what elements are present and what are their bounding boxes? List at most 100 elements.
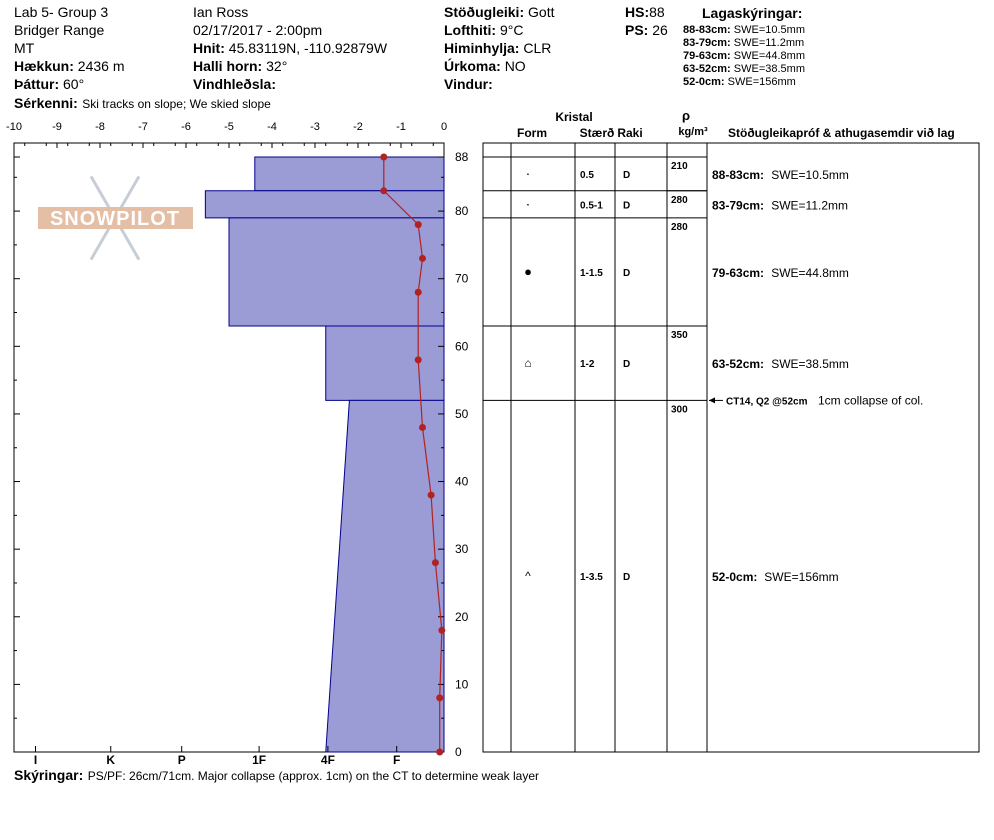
crystal-size: 1-3.5 [580, 572, 603, 583]
features: Sérkenni: Ski tracks on slope; We skied … [14, 96, 271, 112]
moisture-value: D [623, 572, 630, 583]
layer-note-value: SWE=44.8mm [771, 266, 849, 280]
elevation-label: Hækkun: [14, 58, 74, 74]
stability: Stöðugleiki: Gott [444, 5, 554, 19]
notes: Skýringar: PS/PF: 26cm/71cm. Major colla… [14, 768, 539, 784]
legend-swe: SWE=156mm [727, 76, 796, 88]
temp-tick-label: -4 [267, 121, 277, 133]
temp-tick-label: -5 [224, 121, 234, 133]
temperature-point [427, 491, 435, 499]
crystal-size: 1-1.5 [580, 268, 603, 279]
legend-swe: SWE=10.5mm [733, 24, 805, 36]
density-value: 280 [671, 195, 688, 206]
temperature-point [380, 187, 388, 195]
hardness-tick-label: F [393, 753, 400, 767]
slope-label: Halli horn: [193, 58, 263, 74]
height-tick-label: 88 [455, 150, 469, 164]
temp-tick-label: -8 [95, 121, 105, 133]
density-value: 350 [671, 330, 688, 341]
layer-note-value: SWE=38.5mm [771, 357, 849, 371]
table-frame [482, 142, 980, 753]
observer-name: Ian Ross [193, 4, 249, 20]
wind-loading: Vindhleðsla: [193, 77, 276, 91]
header-density-unit: kg/m³ [678, 126, 708, 138]
crystal-size: 0.5 [580, 170, 594, 181]
temperature-point [419, 254, 426, 262]
height-tick-label: 40 [455, 475, 469, 489]
height-tick-label: 30 [455, 542, 469, 556]
slope-value: 32° [266, 58, 288, 74]
aspect-value: 60° [63, 76, 85, 92]
temperature-point [436, 694, 444, 702]
height-tick-label: 10 [455, 677, 469, 691]
crystal-form-glyph: · [526, 195, 531, 211]
crystal-form-glyph: ⌂ [524, 356, 531, 370]
height-tick-label: 50 [455, 407, 469, 421]
header-form: Form [517, 126, 547, 140]
stability-test-label: CT14, Q2 @52cm [726, 396, 808, 407]
features-label: Sérkenni: [14, 95, 78, 111]
height-tick-label: 60 [455, 339, 469, 353]
layer-note-label: 88-83cm: [712, 168, 764, 182]
notes-value: PS/PF: 26cm/71cm. Major collapse (approx… [87, 769, 539, 783]
legend-range: 63-52cm: [683, 63, 731, 75]
header-stability: Stöðugleikapróf & athugasemdir við lag [728, 126, 955, 140]
moisture-value: D [623, 359, 630, 370]
hs-label: HS: [625, 4, 650, 20]
hardness-layer-1 [204, 190, 445, 219]
legend-range: 88-83cm: [683, 24, 731, 36]
density-value: 280 [671, 222, 688, 233]
hardness-tick-label: I [34, 753, 37, 767]
legend-row: 63-52cm: SWE=38.5mm [683, 64, 805, 75]
aspect-label: Þáttur: [14, 76, 60, 92]
hardness-tick-label: P [178, 753, 186, 767]
height-tick-label: 80 [455, 204, 469, 218]
coords-value: 45.83119N, -110.92879W [228, 40, 388, 56]
hardness-tick-label: 1F [252, 753, 266, 767]
hardness-layer-3 [325, 325, 445, 401]
wind-loading-label: Vindhleðsla: [193, 76, 276, 92]
range-name: Bridger Range [14, 22, 105, 38]
legend-title: Lagaskýringar: [702, 5, 803, 21]
stability-label: Stöðugleiki: [444, 4, 525, 20]
temp-tick-label: -10 [6, 121, 22, 133]
crystal-form-glyph: ^ [525, 569, 531, 583]
state-name: MT [14, 40, 35, 56]
crystal-size: 0.5-1 [580, 200, 603, 211]
legend-row: 88-83cm: SWE=10.5mm [683, 25, 805, 36]
hardness-layer-0 [254, 156, 445, 192]
air-temp: Lofthiti: 9°C [444, 23, 523, 37]
snowpilot-logo: SNOWPILOT [38, 175, 193, 261]
airtemp-label: Lofthiti: [444, 22, 497, 38]
ps: PS: 26 [625, 23, 668, 37]
ps-label: PS: [625, 22, 649, 38]
layer-note-label: 79-63cm: [712, 266, 764, 280]
temperature-point [438, 626, 446, 634]
legend-row: 52-0cm: SWE=156mm [683, 77, 796, 88]
observation-datetime: 02/17/2017 - 2:00pm [193, 22, 323, 38]
legend-swe: SWE=11.2mm [733, 37, 805, 49]
airtemp-value: 9°C [499, 22, 524, 38]
location-name: Lab 5- Group 3 [14, 4, 109, 20]
legend-swe: SWE=44.8mm [733, 50, 805, 62]
temp-tick-label: -2 [353, 121, 363, 133]
sky-label: Himinhylja: [444, 40, 520, 56]
temp-tick-label: 0 [441, 121, 447, 133]
temperature-point [436, 748, 444, 756]
temperature-point [414, 356, 422, 364]
temperature-point [431, 559, 439, 567]
layer-note-value: SWE=11.2mm [771, 198, 848, 212]
layer-note-value: SWE=156mm [764, 570, 838, 584]
legend-row: 79-63cm: SWE=44.8mm [683, 51, 805, 62]
temp-tick-label: -9 [52, 121, 62, 133]
windsp-label: Vindur: [444, 76, 493, 92]
stability-test-arrowhead [709, 397, 715, 404]
moisture-value: D [623, 170, 630, 181]
temperature-point [414, 221, 422, 229]
notes-label: Skýringar: [14, 767, 84, 783]
moisture-value: D [623, 268, 630, 279]
height-tick-label: 0 [455, 745, 462, 759]
legend-range: 52-0cm: [683, 76, 725, 88]
temperature-point [419, 423, 426, 431]
